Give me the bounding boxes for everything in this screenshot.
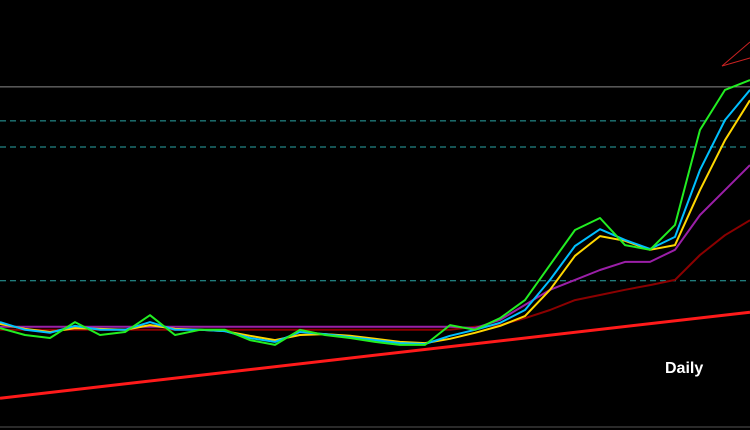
trendline — [0, 310, 750, 400]
fan-line — [721, 41, 750, 67]
series-line — [0, 89, 750, 345]
fan-line — [721, 57, 750, 67]
timeframe-label: Daily — [665, 360, 703, 377]
series-line — [0, 79, 750, 346]
series-line — [0, 164, 750, 330]
